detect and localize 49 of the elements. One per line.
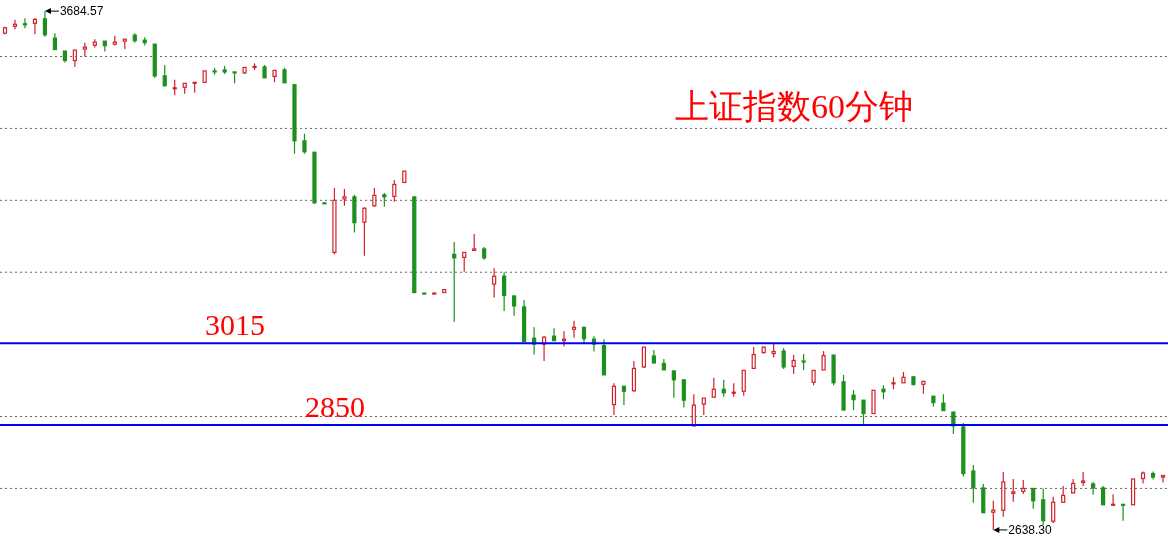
ref-line-label: 3015 [205,308,265,342]
candlestick [492,267,497,299]
candlestick [691,393,696,427]
candlestick [462,251,467,273]
candlestick [362,206,367,257]
candlestick [392,179,397,203]
candlestick [1120,503,1126,522]
candlestick [502,271,507,312]
candlestick [1011,478,1016,503]
candlestick [991,500,996,531]
candlestick [951,411,956,435]
candlestick [1091,481,1096,496]
candlestick [711,377,716,398]
candlestick [1041,487,1046,526]
candlestick [162,64,167,87]
candlestick [551,327,557,342]
candlestick [22,17,28,29]
candlestick [751,346,756,370]
candlestick [631,360,637,393]
candlestick [781,347,786,370]
candlestick [871,389,876,415]
candlestick [681,379,686,409]
annotation: 2638.30 [1008,522,1052,537]
candlestick [741,369,746,397]
candlestick [82,42,87,58]
ref-line-label: 2850 [305,389,365,423]
candlestick [512,294,517,317]
candlestick [971,464,976,504]
candlestick [851,389,856,411]
candlestick [571,320,577,339]
candlestick [861,399,866,425]
candlestick [1051,496,1056,524]
candlestick [12,19,18,30]
candlestick [1081,471,1086,487]
candlestick [42,10,48,38]
candlestick [621,385,627,406]
candlestick [1031,487,1036,510]
annotation: 3684.57 [59,4,104,19]
candlestick [641,346,646,369]
candlestick [1111,493,1116,506]
candlestick [1101,485,1106,506]
candlestick [671,370,676,399]
candlestick [32,17,38,35]
candlestick [372,187,377,208]
candlestick [302,133,307,155]
candlestick [821,350,826,371]
text: 上证指数60分钟 [675,87,913,127]
candlestick [611,382,617,416]
candlestick [791,354,796,375]
